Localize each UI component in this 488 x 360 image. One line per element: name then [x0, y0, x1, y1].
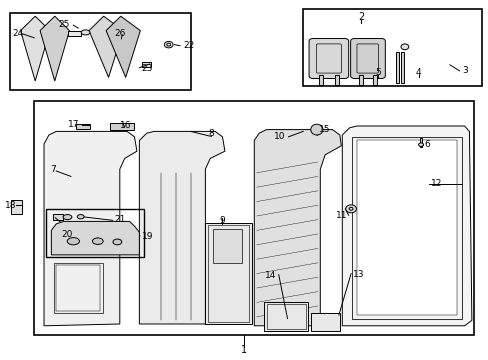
Text: 25: 25 [59, 20, 70, 29]
Polygon shape [106, 16, 140, 77]
Polygon shape [89, 16, 123, 77]
Bar [56, 265, 100, 311]
Text: 11: 11 [335, 211, 346, 220]
Bar [46, 209, 144, 257]
Ellipse shape [77, 215, 84, 219]
Bar [359, 75, 362, 85]
Text: 19: 19 [142, 232, 153, 241]
Text: 12: 12 [430, 179, 442, 188]
Bar [310, 313, 339, 331]
Polygon shape [342, 126, 471, 326]
Bar [54, 263, 102, 313]
Bar [68, 31, 81, 36]
Polygon shape [40, 16, 69, 81]
Bar [318, 75, 322, 85]
Polygon shape [51, 221, 139, 255]
Polygon shape [44, 131, 137, 326]
FancyBboxPatch shape [308, 39, 348, 78]
Text: 16: 16 [120, 121, 132, 130]
Bar [212, 229, 242, 263]
Text: 21: 21 [114, 215, 125, 224]
Bar [395, 52, 398, 83]
Bar [266, 304, 305, 329]
Text: 20: 20 [61, 230, 72, 239]
Bar [264, 302, 307, 331]
Bar [207, 225, 249, 322]
Bar [334, 75, 338, 85]
Text: 9: 9 [219, 216, 224, 225]
Bar [53, 214, 62, 220]
Text: 10: 10 [273, 132, 285, 141]
Bar [205, 223, 251, 324]
Ellipse shape [113, 239, 122, 245]
Ellipse shape [92, 238, 103, 244]
Bar [10, 13, 190, 90]
Ellipse shape [81, 30, 90, 35]
Bar [419, 138, 422, 147]
Ellipse shape [164, 41, 173, 48]
Text: 6: 6 [424, 140, 429, 149]
Text: 18: 18 [5, 202, 17, 210]
Bar [303, 9, 481, 86]
Text: 15: 15 [318, 125, 330, 134]
Text: 23: 23 [142, 64, 153, 73]
Text: 22: 22 [183, 41, 194, 50]
Bar [142, 62, 150, 67]
Text: 13: 13 [352, 270, 364, 279]
Ellipse shape [310, 124, 323, 135]
Text: 1: 1 [241, 345, 247, 355]
Text: 17: 17 [68, 120, 80, 129]
FancyBboxPatch shape [350, 39, 385, 78]
Bar [76, 124, 90, 129]
Bar [110, 123, 134, 130]
Bar [356, 140, 456, 315]
Bar [401, 52, 404, 83]
Ellipse shape [400, 44, 408, 50]
Bar [11, 200, 21, 214]
Text: 7: 7 [50, 165, 56, 174]
Polygon shape [254, 130, 341, 326]
Polygon shape [20, 16, 50, 81]
Polygon shape [139, 131, 224, 324]
Ellipse shape [63, 215, 72, 220]
Text: 3: 3 [461, 66, 467, 76]
Text: 5: 5 [375, 68, 381, 77]
Ellipse shape [418, 143, 423, 147]
Ellipse shape [345, 205, 356, 213]
Text: 2: 2 [357, 12, 363, 22]
Bar [34, 101, 473, 335]
Text: 14: 14 [265, 271, 276, 280]
Bar [372, 75, 376, 85]
Text: 24: 24 [12, 29, 23, 38]
Ellipse shape [67, 238, 79, 245]
Bar [59, 229, 132, 252]
Text: 26: 26 [114, 29, 125, 38]
Bar [351, 137, 461, 319]
Text: 8: 8 [208, 130, 214, 139]
Text: 4: 4 [415, 68, 421, 77]
